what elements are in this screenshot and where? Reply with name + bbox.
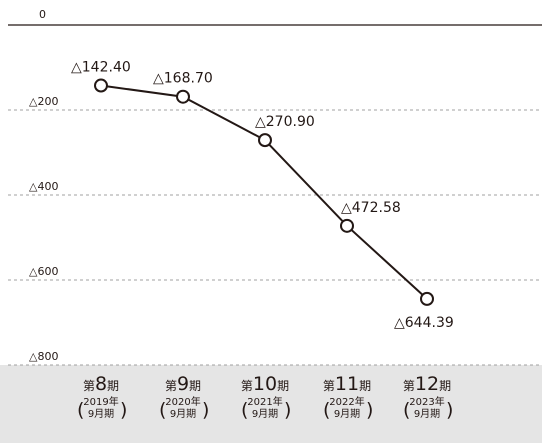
x-tick-year: 2021年 — [247, 395, 282, 408]
x-tick-year: 2022年 — [329, 395, 364, 408]
x-tick-month: 9月期 — [334, 408, 360, 420]
x-tick-paren-open: ( — [77, 399, 84, 421]
y-tick-label: △200 — [29, 95, 58, 108]
category-band — [0, 365, 542, 443]
x-tick-label: 第9期 — [165, 373, 201, 395]
data-point — [340, 218, 354, 233]
x-tick-paren-open: ( — [159, 399, 166, 421]
x-tick-paren-close: ) — [284, 399, 291, 421]
x-tick-paren-open: ( — [403, 399, 410, 421]
x-tick-label: 第12期 — [403, 373, 451, 395]
x-tick-year: 2020年 — [165, 395, 200, 408]
y-tick-label: 0 — [39, 8, 46, 21]
y-tick-label: △600 — [29, 265, 58, 278]
data-label: △142.40 — [71, 60, 131, 76]
data-label: △168.70 — [153, 71, 213, 87]
x-tick-paren-close: ) — [446, 399, 453, 421]
data-label: △472.58 — [341, 200, 401, 216]
x-tick-paren-close: ) — [366, 399, 373, 421]
x-tick-paren-close: ) — [120, 399, 127, 421]
x-tick-paren-open: ( — [241, 399, 248, 421]
data-point — [420, 291, 434, 306]
y-tick-label: △400 — [29, 180, 58, 193]
x-tick-month: 9月期 — [252, 408, 278, 420]
x-tick-month: 9月期 — [88, 408, 114, 420]
x-tick-year: 2019年 — [83, 395, 118, 408]
x-tick-month: 9月期 — [414, 408, 440, 420]
x-tick-year: 2023年 — [409, 395, 444, 408]
data-point — [94, 78, 108, 93]
x-tick-label: 第10期 — [241, 373, 289, 395]
x-tick-label: 第8期 — [83, 373, 119, 395]
data-label: △270.90 — [255, 114, 315, 130]
x-tick-month: 9月期 — [170, 408, 196, 420]
x-tick-paren-open: ( — [323, 399, 330, 421]
data-point — [258, 133, 272, 148]
x-tick-paren-close: ) — [202, 399, 209, 421]
data-point — [176, 89, 190, 104]
y-tick-label: △800 — [29, 350, 58, 363]
x-tick-label: 第11期 — [323, 373, 371, 395]
data-label: △644.39 — [394, 315, 454, 331]
